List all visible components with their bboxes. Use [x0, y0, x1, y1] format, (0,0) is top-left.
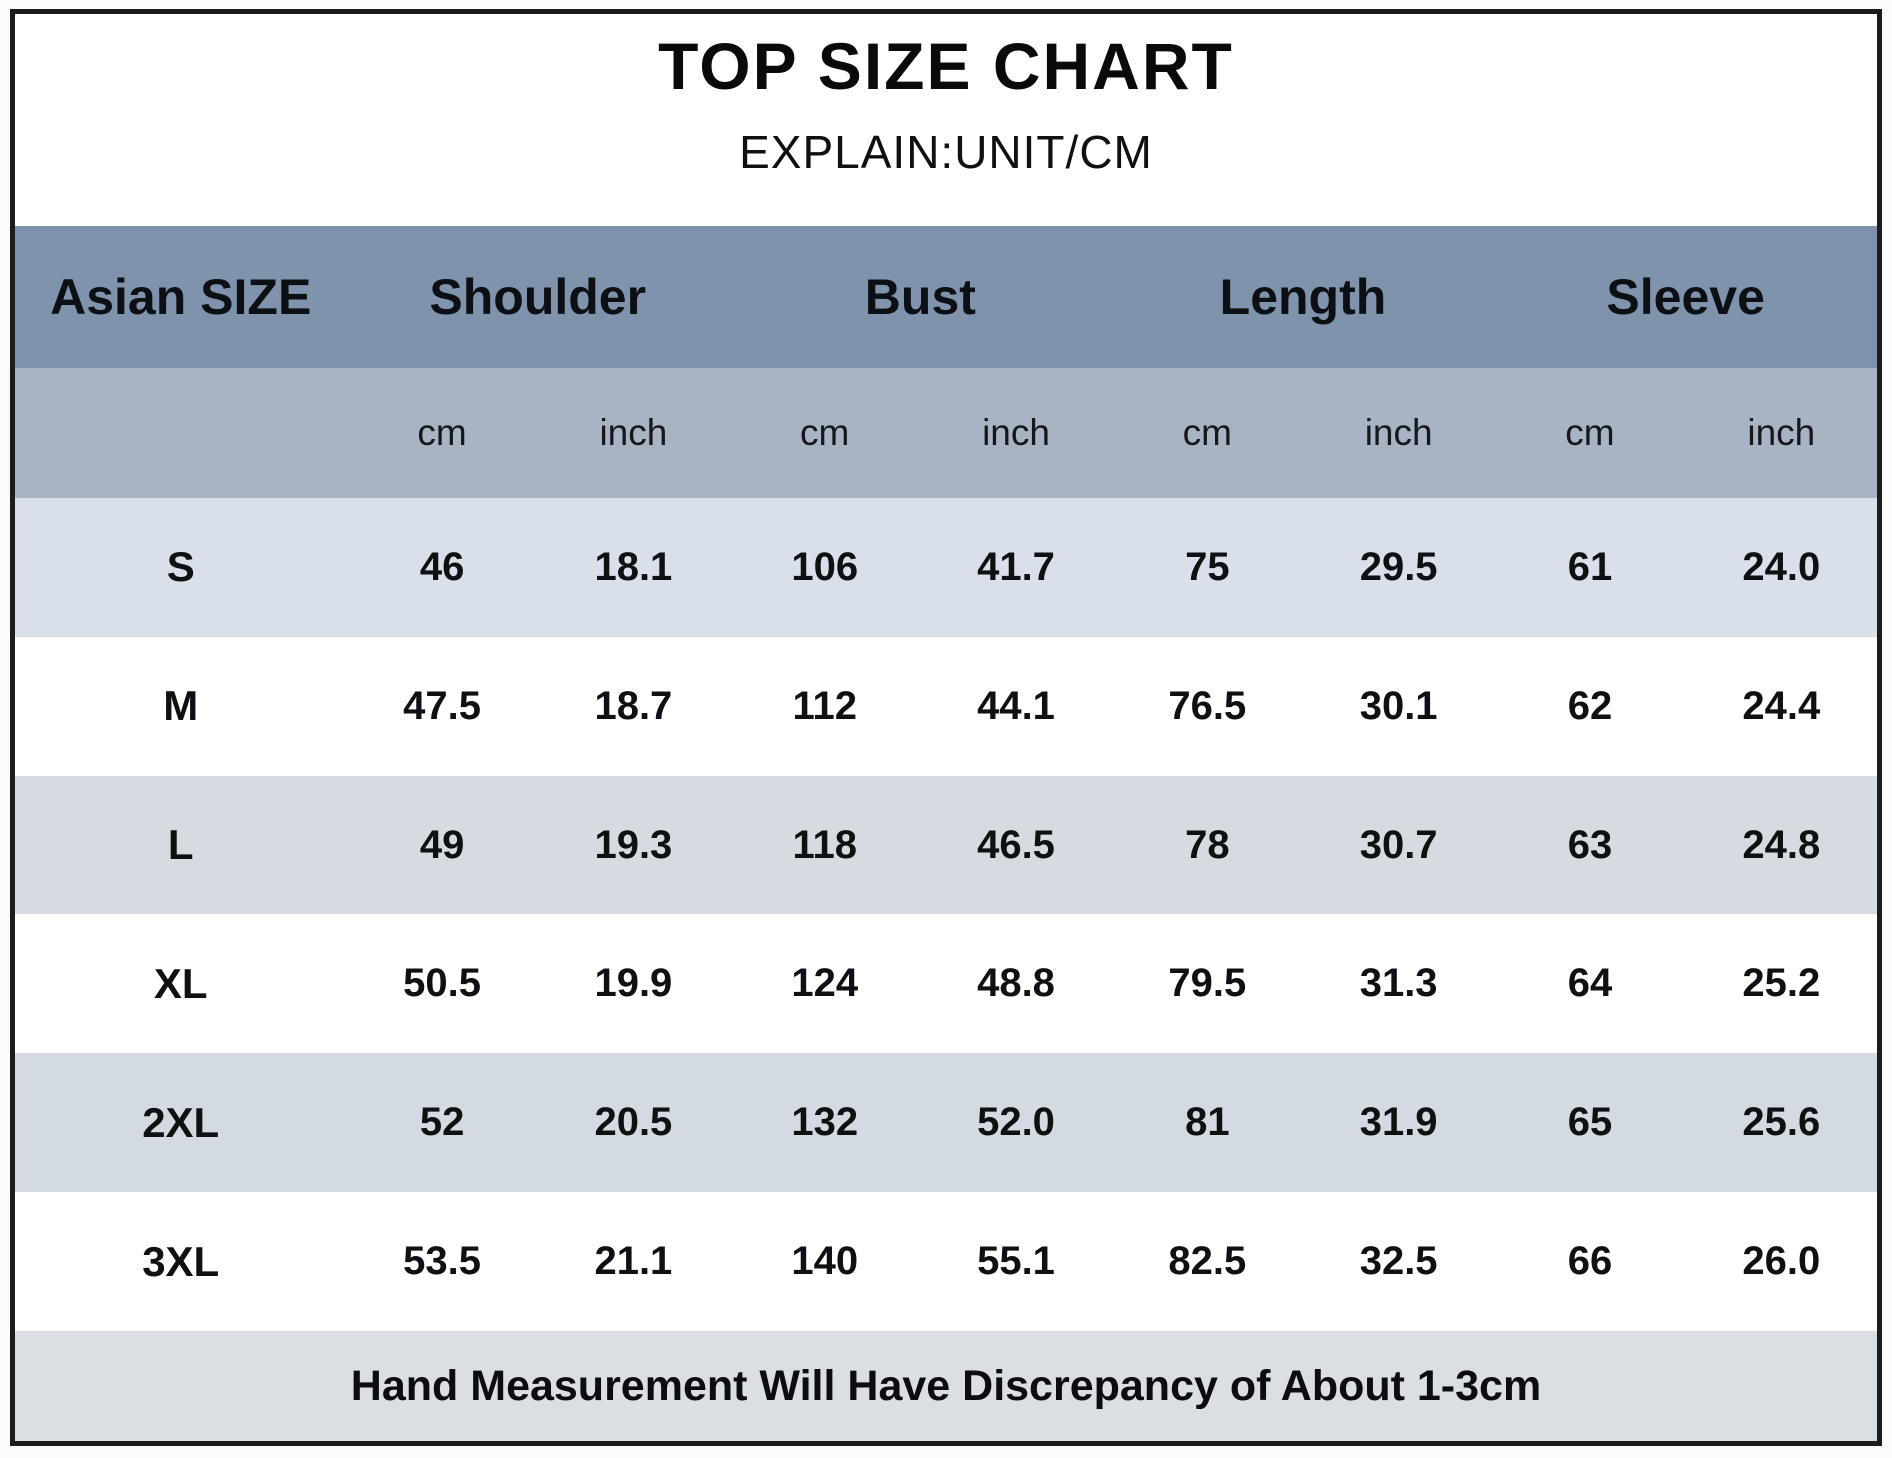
measurement-cell: 132: [729, 1053, 921, 1193]
measurement-cell: 19.3: [537, 775, 730, 915]
measurement-cell: 62: [1494, 636, 1686, 776]
measurement-cell: 24.4: [1685, 636, 1877, 776]
unit-header-cm: cm: [1111, 368, 1303, 498]
table-row-s: S 46 18.1 106 41.7 75 29.5 61 24.0: [15, 498, 1877, 637]
measurement-cell: 41.7: [920, 498, 1112, 637]
unit-header-inch: inch: [537, 368, 730, 498]
measurement-cell: 78: [1111, 775, 1303, 915]
measurement-cell: 66: [1494, 1192, 1686, 1331]
measurement-cell: 64: [1494, 914, 1686, 1054]
measurement-cell: 49: [346, 775, 538, 915]
unit-header-inch: inch: [1302, 368, 1495, 498]
measurement-cell: 82.5: [1111, 1192, 1303, 1331]
size-table: Asian SIZE Shoulder Bust Length Sleeve c…: [15, 226, 1877, 1441]
measurement-cell: 48.8: [920, 914, 1112, 1054]
size-cell: S: [15, 498, 347, 637]
measurement-cell: 18.7: [537, 636, 730, 776]
measurement-cell: 18.1: [537, 498, 730, 637]
measurement-cell: 81: [1111, 1053, 1303, 1193]
measurement-cell: 52.0: [920, 1053, 1112, 1193]
column-header-asian-size: Asian SIZE: [15, 226, 347, 368]
unit-header-cm: cm: [346, 368, 538, 498]
unit-header-cm: cm: [1494, 368, 1686, 498]
measurement-cell: 63: [1494, 775, 1686, 915]
measurement-cell: 24.8: [1685, 775, 1877, 915]
corner-cell: [15, 368, 347, 498]
measurement-cell: 47.5: [346, 636, 538, 776]
measurement-cell: 32.5: [1302, 1192, 1495, 1331]
measurement-cell: 26.0: [1685, 1192, 1877, 1331]
measurement-cell: 21.1: [537, 1192, 730, 1331]
table-row-l: L 49 19.3 118 46.5 78 30.7 63 24.8: [15, 775, 1877, 915]
column-header-sleeve: Sleeve: [1494, 226, 1877, 368]
column-header-shoulder: Shoulder: [346, 226, 730, 368]
measurement-cell: 65: [1494, 1053, 1686, 1193]
measurement-cell: 50.5: [346, 914, 538, 1054]
measurement-cell: 124: [729, 914, 921, 1054]
measurement-cell: 140: [729, 1192, 921, 1331]
measurement-cell: 46.5: [920, 775, 1112, 915]
size-chart-frame: TOP SIZE CHART EXPLAIN:UNIT/CM Asian SIZ…: [10, 9, 1882, 1446]
measurement-cell: 55.1: [920, 1192, 1112, 1331]
measurement-cell: 106: [729, 498, 921, 637]
title-area: TOP SIZE CHART EXPLAIN:UNIT/CM: [15, 14, 1877, 226]
footer-row: Hand Measurement Will Have Discrepancy o…: [15, 1331, 1877, 1441]
measurement-cell: 46: [346, 498, 538, 637]
table-row-m: M 47.5 18.7 112 44.1 76.5 30.1 62 24.4: [15, 636, 1877, 776]
unit-header-cm: cm: [729, 368, 921, 498]
table-footer: Hand Measurement Will Have Discrepancy o…: [15, 1331, 1877, 1441]
measurement-cell: 53.5: [346, 1192, 538, 1331]
column-header-bust: Bust: [729, 226, 1112, 368]
measurement-disclaimer: Hand Measurement Will Have Discrepancy o…: [15, 1331, 1877, 1441]
measurement-cell: 19.9: [537, 914, 730, 1054]
size-cell: 2XL: [15, 1053, 347, 1193]
size-cell: 3XL: [15, 1192, 347, 1331]
measurement-cell: 20.5: [537, 1053, 730, 1193]
size-cell: M: [15, 636, 347, 776]
table-row-xl: XL 50.5 19.9 124 48.8 79.5 31.3 64 25.2: [15, 914, 1877, 1054]
unit-header-inch: inch: [920, 368, 1112, 498]
measurement-cell: 61: [1494, 498, 1686, 637]
measurement-cell: 31.9: [1302, 1053, 1495, 1193]
measurement-cell: 79.5: [1111, 914, 1303, 1054]
measurement-cell: 118: [729, 775, 921, 915]
table-row-3xl: 3XL 53.5 21.1 140 55.1 82.5 32.5 66 26.0: [15, 1192, 1877, 1331]
header-row: Asian SIZE Shoulder Bust Length Sleeve: [15, 226, 1877, 368]
column-header-length: Length: [1111, 226, 1495, 368]
measurement-cell: 75: [1111, 498, 1303, 637]
measurement-cell: 25.2: [1685, 914, 1877, 1054]
size-cell: XL: [15, 914, 347, 1054]
measurement-cell: 44.1: [920, 636, 1112, 776]
page-title: TOP SIZE CHART: [658, 29, 1234, 103]
measurement-cell: 30.7: [1302, 775, 1495, 915]
measurement-cell: 31.3: [1302, 914, 1495, 1054]
measurement-cell: 24.0: [1685, 498, 1877, 637]
table-body: S 46 18.1 106 41.7 75 29.5 61 24.0 M 47.…: [15, 498, 1877, 1331]
unit-header-row: cm inch cm inch cm inch cm inch: [15, 368, 1877, 498]
measurement-cell: 112: [729, 636, 921, 776]
size-cell: L: [15, 775, 347, 915]
measurement-cell: 52: [346, 1053, 538, 1193]
table-row-2xl: 2XL 52 20.5 132 52.0 81 31.9 65 25.6: [15, 1053, 1877, 1193]
unit-header-inch: inch: [1685, 368, 1877, 498]
unit-note: EXPLAIN:UNIT/CM: [739, 126, 1153, 179]
measurement-cell: 30.1: [1302, 636, 1495, 776]
table-header: Asian SIZE Shoulder Bust Length Sleeve c…: [15, 226, 1877, 498]
measurement-cell: 76.5: [1111, 636, 1303, 776]
measurement-cell: 25.6: [1685, 1053, 1877, 1193]
measurement-cell: 29.5: [1302, 498, 1495, 637]
